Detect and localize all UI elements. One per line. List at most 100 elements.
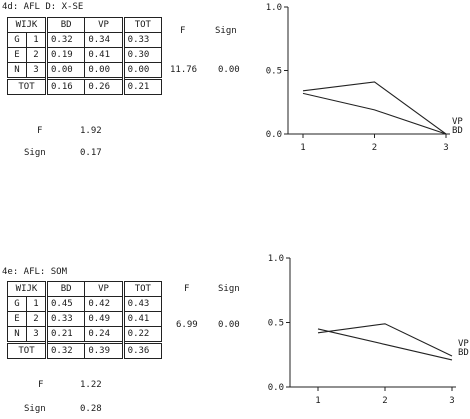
sign-value: 0.00 <box>218 65 240 75</box>
cell-bd: 0.00 <box>45 62 86 79</box>
row-number: 1 <box>26 32 48 48</box>
f2-value: 1.22 <box>80 380 102 390</box>
col-header-wijk: WIJK <box>7 17 48 33</box>
cell-tot: 0.00 <box>122 62 163 79</box>
row-number: 1 <box>26 296 48 312</box>
x-tick-label: 2 <box>382 396 387 406</box>
table-row: E 2 0.19 0.41 0.30 <box>7 47 163 63</box>
panel-4d: 4d: AFL D: X-SE WIJK BD VP TOT G 1 0.32 … <box>2 2 464 158</box>
stats-table: WIJK BD VP TOT G 1 0.45 0.42 0.43 E 2 0.… <box>7 281 163 359</box>
sign2-label: Sign <box>24 148 46 158</box>
series-lines <box>317 323 453 361</box>
cell-vp: 0.26 <box>84 77 125 95</box>
f-value: 11.76 <box>170 65 198 75</box>
axis-ticks: 0.0 0.5 1.0 1 2 3 <box>268 254 455 406</box>
cell-bd: 0.19 <box>45 47 86 63</box>
row-number: 2 <box>26 311 48 327</box>
f-header: F <box>184 284 190 294</box>
cell-bd: 0.32 <box>45 32 86 48</box>
sign-value: 0.00 <box>218 320 240 330</box>
col-header-bd: BD <box>45 17 86 33</box>
y-tick-label: 1.0 <box>268 254 284 264</box>
y-tick-label: 0.0 <box>268 383 284 393</box>
sign2-value: 0.28 <box>80 404 102 414</box>
cell-tot: 0.43 <box>122 296 163 312</box>
row-letter: N <box>7 326 27 343</box>
series-label-bd: BD <box>458 348 469 358</box>
row-letter: E <box>7 311 27 327</box>
total-label: TOT <box>7 341 48 359</box>
y-tick-label: 0.0 <box>266 130 282 140</box>
panel-4e: 4e: AFL: SOM WIJK BD VP TOT G 1 0.45 0.4… <box>0 250 470 419</box>
panel-title: 4d: AFL D: X-SE <box>2 2 84 12</box>
x-tick-label: 1 <box>315 396 320 406</box>
cell-vp: 0.42 <box>84 296 125 312</box>
col-header-vp: VP <box>84 17 125 33</box>
table-row: G 1 0.32 0.34 0.33 <box>7 32 163 48</box>
row-number: 2 <box>26 47 48 63</box>
f2-value: 1.92 <box>80 126 102 136</box>
table-total-row: TOT 0.32 0.39 0.36 <box>7 341 163 359</box>
f-header: F <box>180 26 186 36</box>
cell-vp: 0.34 <box>84 32 125 48</box>
table-row: E 2 0.33 0.49 0.41 <box>7 311 163 327</box>
f2-label: F <box>38 380 44 390</box>
series-line-bd <box>302 92 447 135</box>
series-label-vp: VP <box>458 339 469 349</box>
cell-bd: 0.33 <box>45 311 86 327</box>
col-header-tot: TOT <box>122 17 163 33</box>
table-row: G 1 0.45 0.42 0.43 <box>7 296 163 312</box>
cell-vp: 0.24 <box>84 326 125 343</box>
cell-tot: 0.30 <box>122 47 163 63</box>
cell-tot: 0.33 <box>122 32 163 48</box>
series-label-vp: VP <box>452 117 463 127</box>
x-tick-label: 2 <box>372 143 377 153</box>
x-tick-label: 3 <box>443 143 448 153</box>
table-row: N 3 0.00 0.00 0.00 <box>7 62 163 79</box>
panel-title: 4e: AFL: SOM <box>2 267 68 277</box>
series-line-vp <box>302 81 447 135</box>
cell-bd: 0.16 <box>45 77 86 95</box>
cell-bd: 0.21 <box>45 326 86 343</box>
sign-header: Sign <box>215 26 237 36</box>
cell-tot: 0.21 <box>122 77 163 95</box>
row-number: 3 <box>26 326 48 343</box>
sign-header: Sign <box>218 284 240 294</box>
x-tick-label: 1 <box>300 143 305 153</box>
stats-table: WIJK BD VP TOT G 1 0.32 0.34 0.33 E 2 0.… <box>7 17 163 95</box>
cell-vp: 0.00 <box>84 62 125 79</box>
table-row: N 3 0.21 0.24 0.22 <box>7 326 163 343</box>
cell-bd: 0.32 <box>45 341 86 359</box>
col-header-vp: VP <box>84 281 125 297</box>
col-header-wijk: WIJK <box>7 281 48 297</box>
series-line-bd <box>317 328 453 361</box>
y-tick-label: 1.0 <box>266 3 282 13</box>
y-tick-label: 0.5 <box>266 67 282 77</box>
col-header-bd: BD <box>45 281 86 297</box>
cell-tot: 0.22 <box>122 326 163 343</box>
row-letter: E <box>7 47 27 63</box>
axis-ticks: 0.0 0.5 1.0 1 2 3 <box>266 3 449 153</box>
cell-vp: 0.49 <box>84 311 125 327</box>
cell-bd: 0.45 <box>45 296 86 312</box>
x-tick-label: 3 <box>449 396 454 406</box>
row-letter: G <box>7 296 27 312</box>
f-value: 6.99 <box>176 320 198 330</box>
sign2-label: Sign <box>24 404 46 414</box>
sign2-value: 0.17 <box>80 148 102 158</box>
cell-tot: 0.41 <box>122 311 163 327</box>
series-line-vp <box>317 323 453 357</box>
cell-vp: 0.39 <box>84 341 125 359</box>
col-header-tot: TOT <box>122 281 163 297</box>
cell-vp: 0.41 <box>84 47 125 63</box>
y-tick-label: 0.5 <box>268 319 284 329</box>
row-letter: N <box>7 62 27 79</box>
row-number: 3 <box>26 62 48 79</box>
series-label-bd: BD <box>452 126 463 136</box>
cell-tot: 0.36 <box>122 341 163 359</box>
row-letter: G <box>7 32 27 48</box>
total-label: TOT <box>7 77 48 95</box>
